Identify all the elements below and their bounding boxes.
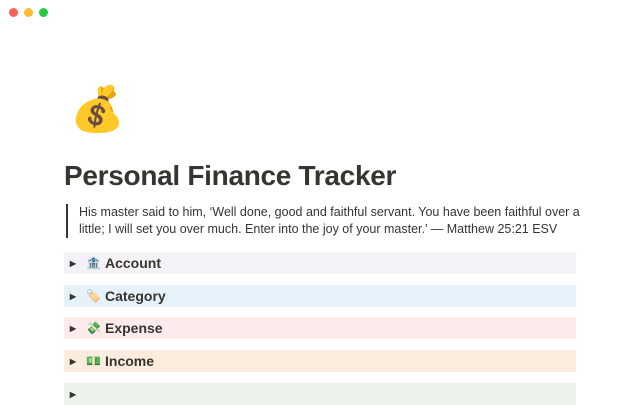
toggle-label: Account — [105, 255, 161, 271]
toggle-expense[interactable]: ▶ 💸 Expense — [64, 317, 576, 339]
close-button[interactable] — [9, 8, 18, 17]
toggle-emoji-icon: 🏷️ — [86, 289, 101, 303]
toggle-emoji-icon: 🏦 — [86, 256, 101, 270]
triangle-right-icon[interactable]: ▶ — [69, 389, 77, 399]
triangle-right-icon[interactable]: ▶ — [69, 258, 77, 268]
toggle-emoji-icon: 💵 — [86, 354, 101, 368]
quote-block: His master said to him, ‘Well done, good… — [66, 204, 589, 238]
toggle-label: Income — [105, 353, 155, 369]
triangle-right-icon[interactable]: ▶ — [69, 356, 77, 366]
toggle-account[interactable]: ▶ 🏦 Account — [64, 252, 576, 274]
toggle-category[interactable]: ▶ 🏷️ Category — [64, 285, 576, 307]
toggle-emoji-icon: 💸 — [86, 321, 101, 335]
window-controls — [9, 8, 48, 17]
page-title[interactable]: Personal Finance Tracker — [64, 160, 397, 191]
maximize-button[interactable] — [39, 8, 48, 17]
triangle-right-icon[interactable]: ▶ — [69, 291, 77, 301]
toggle-label: Category — [105, 288, 166, 304]
toggle-label: Expense — [105, 320, 163, 336]
toggle-income[interactable]: ▶ 💵 Income — [64, 350, 576, 372]
page-icon[interactable]: 💰 — [70, 85, 125, 134]
toggle-item[interactable]: ▶ — [64, 383, 576, 405]
minimize-button[interactable] — [24, 8, 33, 17]
triangle-right-icon[interactable]: ▶ — [69, 323, 77, 333]
